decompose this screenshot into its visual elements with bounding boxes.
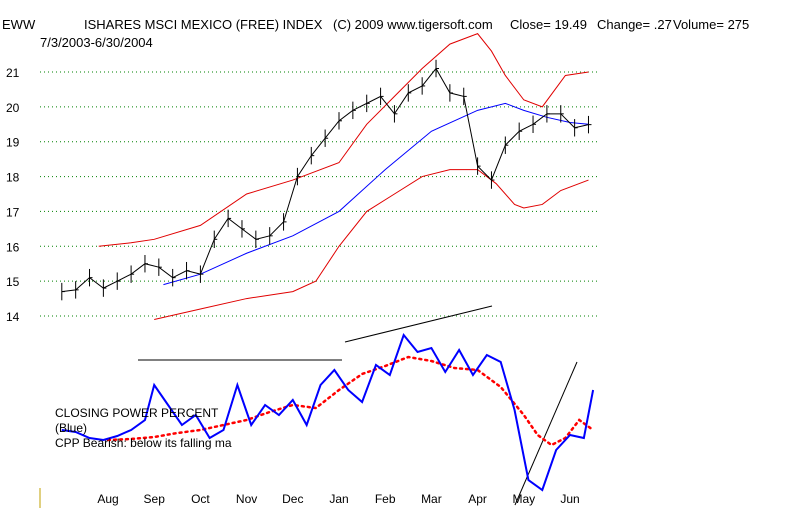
upper-band-line [98, 33, 589, 247]
y-tick-label: 17 [6, 205, 20, 219]
cpp-label-title: CLOSING POWER PERCENT [55, 406, 219, 420]
price-close-line [61, 67, 589, 293]
y-tick-label: 19 [6, 136, 20, 150]
y-tick-label: 20 [6, 101, 20, 115]
volume-readout: Volume= 275 [673, 17, 749, 32]
cpp-support-trendline [344, 305, 493, 343]
x-tick-label: Sep [144, 492, 166, 506]
y-tick-label: 16 [6, 240, 20, 254]
cpp-label-status: CPP Bearish: below its falling ma [55, 436, 232, 450]
close-readout: Close= 19.49 [510, 17, 587, 32]
x-tick-label: Mar [421, 492, 442, 506]
y-tick-label: 14 [6, 310, 20, 324]
x-axis-ticks: Aug Sep Oct Nov Dec Jan Feb Mar Apr May Jun [97, 492, 579, 506]
date-range: 7/3/2003-6/30/2004 [40, 35, 153, 50]
x-tick-label: Nov [236, 492, 257, 506]
copyright: (C) 2009 www.tigersoft.com [333, 17, 493, 32]
symbol: EWW [2, 17, 36, 32]
x-tick-label: Jan [329, 492, 348, 506]
y-tick-label: 15 [6, 275, 20, 289]
x-tick-label: May [512, 492, 535, 506]
cpp-moving-average [106, 355, 595, 447]
cpp-line [61, 332, 595, 492]
cpp-uptrend-line [514, 361, 578, 506]
grid-lines [40, 71, 600, 317]
index-name: ISHARES MSCI MEXICO (FREE) INDEX [84, 17, 323, 32]
x-tick-label: Feb [375, 492, 396, 506]
y-tick-label: 18 [6, 171, 20, 185]
y-axis-ticks: 21 20 19 18 17 16 15 14 [6, 66, 20, 324]
x-tick-label: Jun [560, 492, 579, 506]
y-tick-label: 21 [6, 66, 20, 80]
x-tick-label: Aug [97, 492, 118, 506]
change-readout: Change= .27 [597, 17, 672, 32]
x-tick-label: Dec [282, 492, 303, 506]
lower-band-line [154, 169, 589, 320]
moving-average-line [163, 102, 589, 286]
x-tick-label: Oct [191, 492, 210, 506]
x-tick-label: Apr [468, 492, 487, 506]
cpp-label-blue: (Blue) [55, 421, 87, 435]
